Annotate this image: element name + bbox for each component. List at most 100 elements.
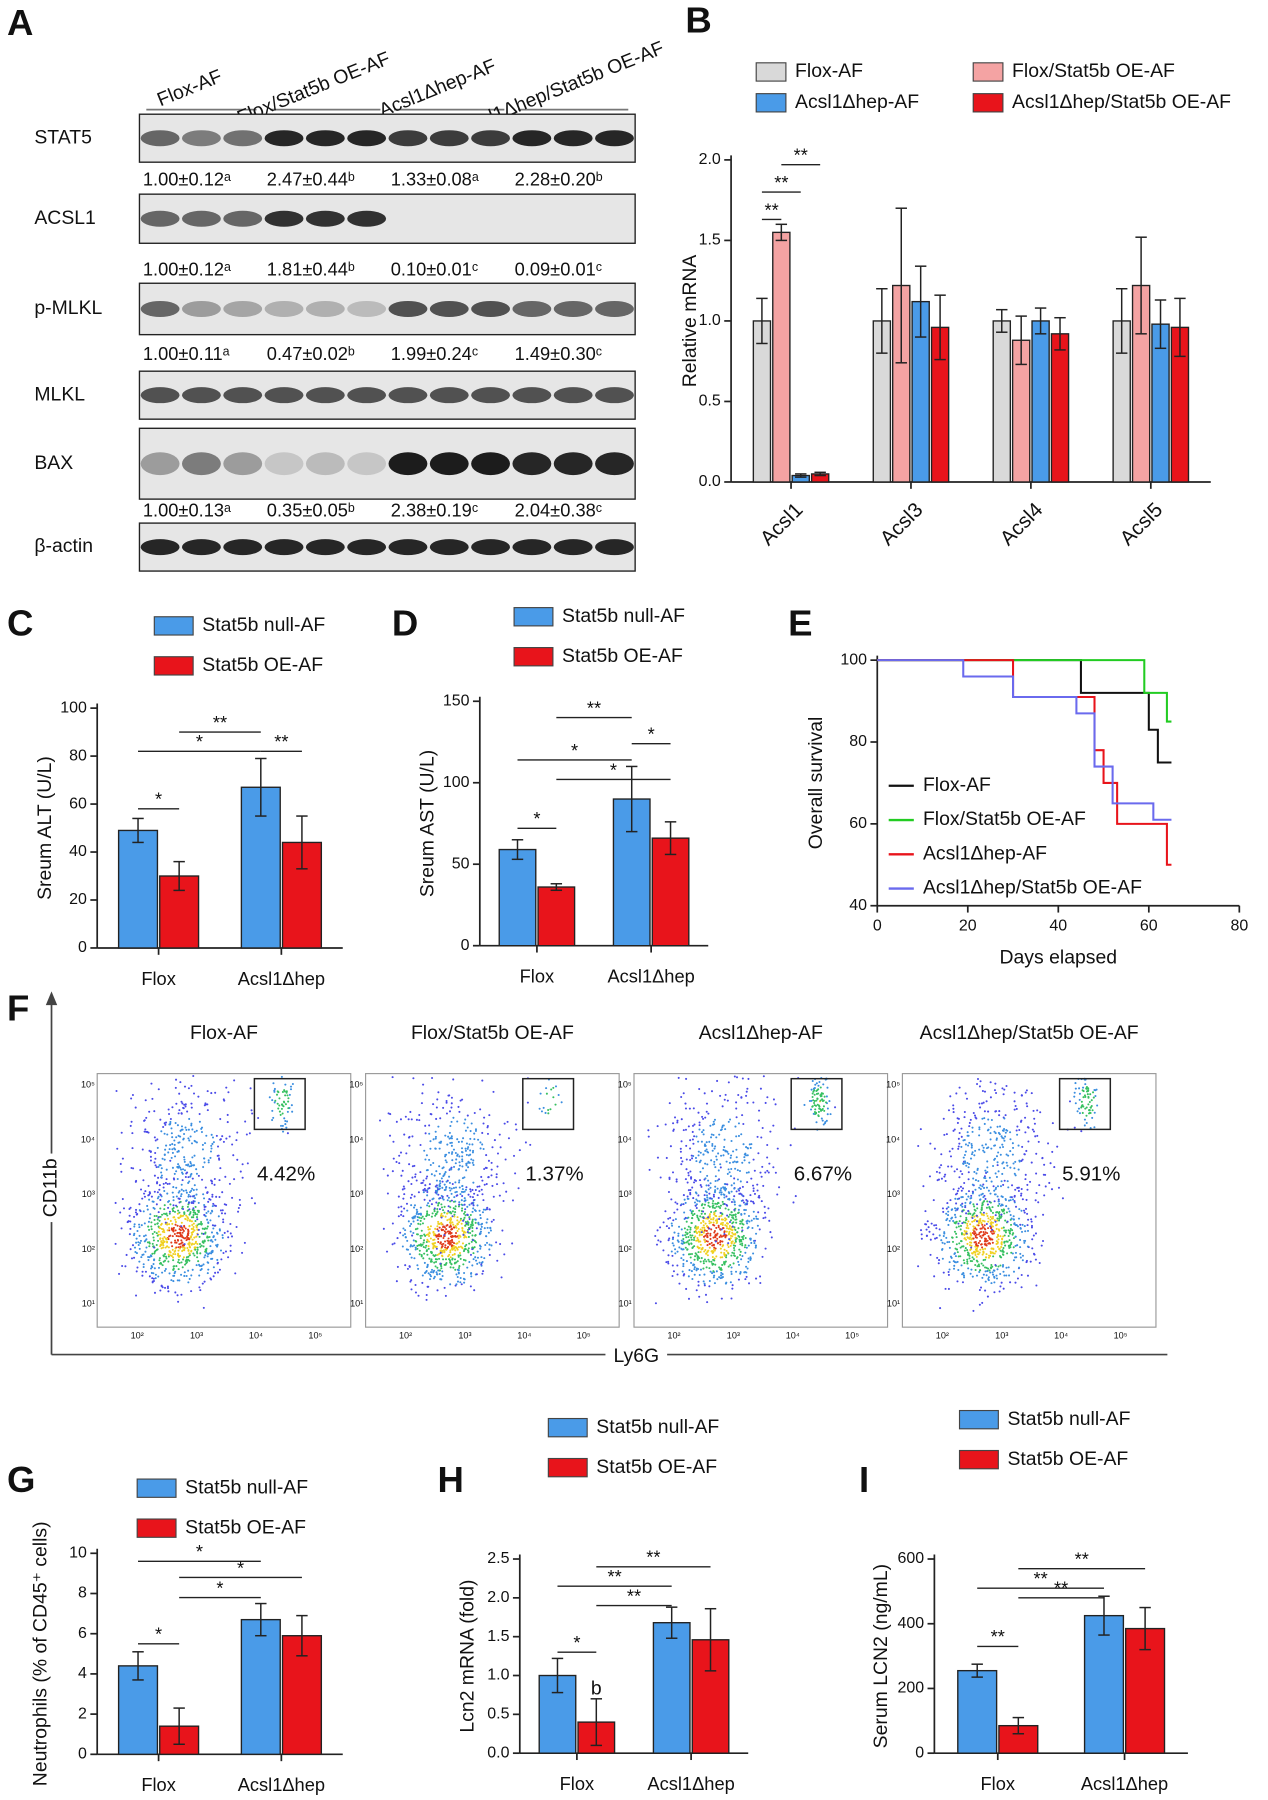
dot (1019, 1238, 1022, 1241)
dot (268, 1096, 271, 1099)
dot (1004, 1131, 1007, 1134)
dot (733, 1195, 736, 1198)
dot (1005, 1084, 1008, 1087)
dot (703, 1226, 706, 1229)
dot (445, 1099, 448, 1103)
dot (195, 1250, 199, 1253)
dot (969, 1118, 972, 1121)
dot (454, 1211, 457, 1214)
dot (136, 1213, 139, 1216)
dot (191, 1233, 194, 1236)
dot (697, 1219, 700, 1222)
dot (128, 1214, 131, 1217)
dot (427, 1235, 431, 1238)
dot (168, 1210, 171, 1213)
dot (422, 1257, 425, 1260)
dot (704, 1234, 707, 1237)
dot (452, 1223, 455, 1226)
dot (456, 1138, 459, 1141)
dot (728, 1230, 731, 1233)
dot (695, 1206, 698, 1210)
dot (177, 1253, 180, 1256)
dot (224, 1250, 227, 1253)
dot (991, 1241, 994, 1244)
dot (1009, 1229, 1012, 1232)
dot (463, 1190, 466, 1193)
dot (707, 1216, 710, 1219)
band (347, 539, 387, 556)
dot (472, 1163, 475, 1166)
dot (215, 1195, 218, 1198)
dot (471, 1196, 474, 1199)
dot (471, 1230, 474, 1233)
dot (955, 1248, 958, 1251)
dot (690, 1252, 694, 1256)
dot (205, 1227, 208, 1230)
dot (954, 1209, 957, 1212)
dot (207, 1200, 210, 1203)
dot (1007, 1266, 1010, 1269)
dot (971, 1151, 974, 1154)
dot (718, 1191, 721, 1194)
dot (734, 1236, 737, 1239)
dot (408, 1163, 411, 1166)
dot (149, 1159, 152, 1162)
dot (962, 1156, 965, 1159)
dot (714, 1185, 717, 1188)
dot (449, 1124, 452, 1128)
dot (550, 1088, 553, 1091)
dot (1001, 1087, 1004, 1090)
band (182, 539, 221, 556)
dot (747, 1257, 750, 1260)
dot (920, 1237, 923, 1240)
dot (682, 1092, 685, 1095)
x-tick-label: 10⁵ (577, 1331, 591, 1341)
dot (457, 1205, 460, 1208)
dot (161, 1213, 164, 1216)
dot (417, 1222, 420, 1225)
dot (659, 1176, 662, 1179)
dot (680, 1257, 683, 1260)
dot (955, 1092, 958, 1095)
dot (938, 1259, 941, 1262)
x-tick-label: 80 (1230, 917, 1248, 934)
dot (446, 1224, 449, 1227)
dot (426, 1194, 429, 1197)
dot (149, 1213, 152, 1216)
dot (989, 1081, 992, 1084)
dot (128, 1207, 131, 1211)
dot (1020, 1230, 1024, 1233)
dot (705, 1184, 708, 1187)
band (223, 387, 263, 404)
dot (427, 1228, 430, 1231)
dot (1030, 1224, 1034, 1227)
dot (216, 1145, 220, 1148)
dot (486, 1206, 489, 1209)
dot (211, 1224, 214, 1227)
dot (222, 1251, 225, 1255)
dot (993, 1130, 996, 1133)
dot (704, 1177, 707, 1180)
dot (698, 1161, 701, 1164)
dot (695, 1267, 698, 1270)
dot (283, 1089, 286, 1092)
dot (414, 1173, 417, 1176)
density-dots (917, 1077, 1099, 1312)
dot (975, 1233, 978, 1236)
panel-label: G (7, 1459, 35, 1500)
dot (764, 1216, 767, 1219)
dot (205, 1211, 208, 1215)
dot (725, 1281, 728, 1284)
dot (973, 1114, 977, 1117)
dot (152, 1263, 155, 1266)
dot (194, 1248, 197, 1251)
dot (204, 1186, 207, 1189)
dot (940, 1177, 943, 1180)
dot (485, 1183, 488, 1186)
dot (474, 1234, 477, 1237)
dot (451, 1159, 454, 1162)
dot (713, 1163, 716, 1166)
dot (131, 1093, 134, 1097)
dot (448, 1110, 452, 1113)
x-tick-label: 10⁴ (1054, 1331, 1068, 1341)
